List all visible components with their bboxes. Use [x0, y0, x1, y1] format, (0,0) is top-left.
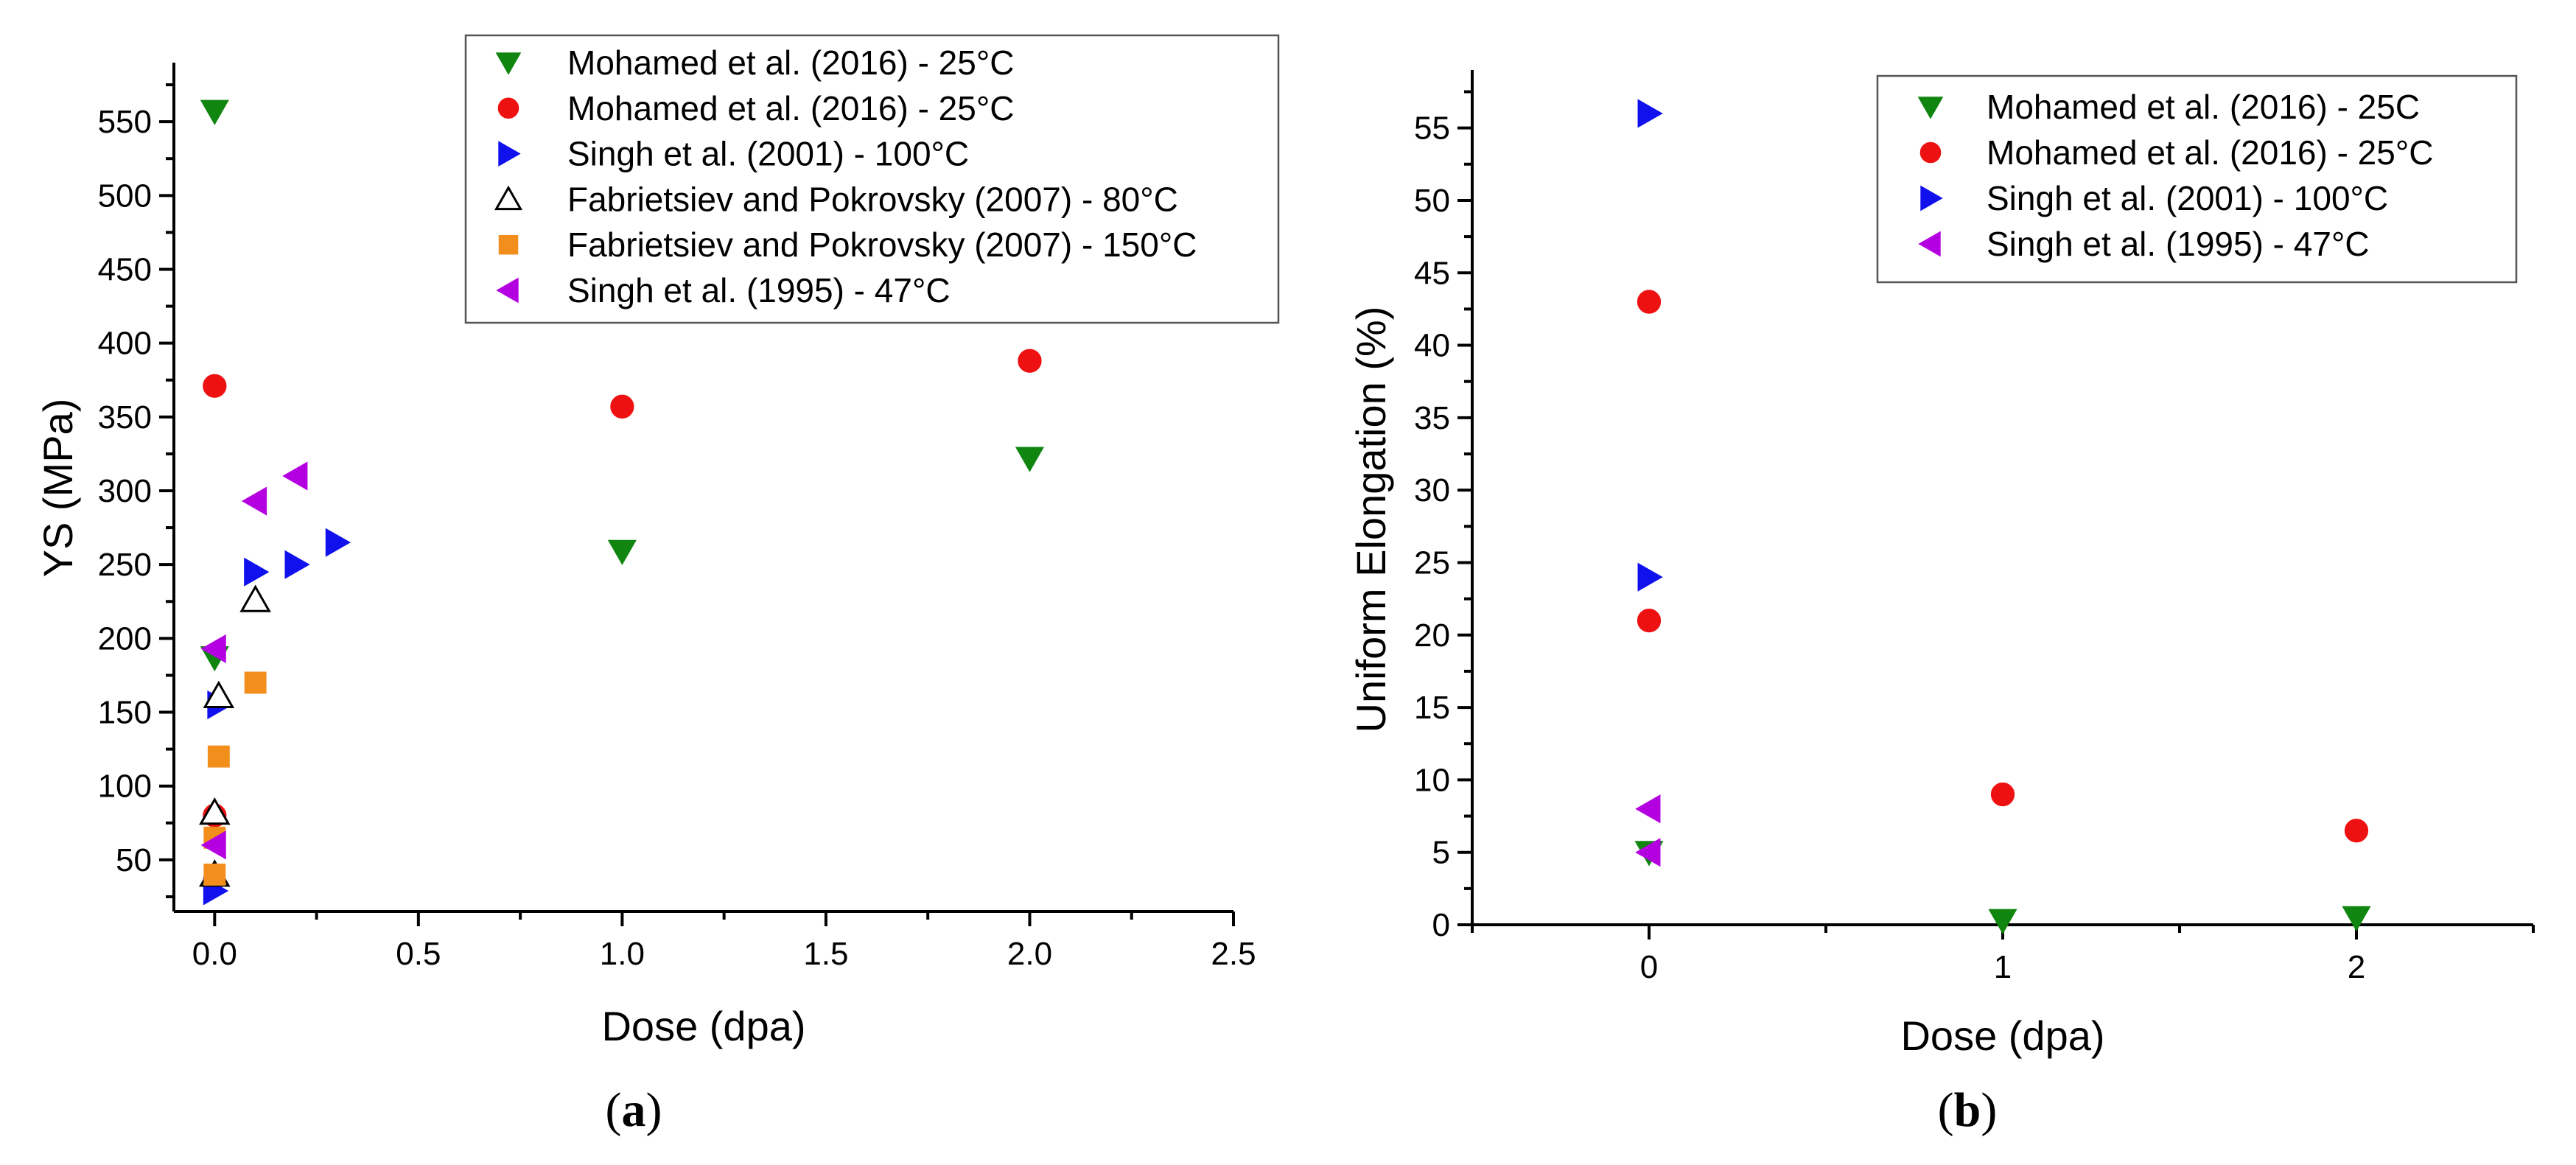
data-point-series-3 [1638, 99, 1662, 127]
legend-label-6: Singh et al. (1995) - 47°C [567, 271, 951, 309]
y-tick-label: 30 [1414, 472, 1450, 508]
panel-b-x-axis-title: Dose (dpa) [1900, 1012, 2104, 1059]
legend-label-4: Fabrietsiev and Pokrovsky (2007) - 80°C [567, 180, 1178, 218]
y-tick-label: 500 [98, 178, 152, 214]
y-tick-label: 300 [98, 473, 152, 509]
x-tick-label: 1.0 [600, 936, 645, 972]
data-point-series-2 [1991, 783, 2014, 805]
data-point-series-1 [1016, 447, 1043, 472]
panel-b-label: (b) [1938, 1083, 1998, 1137]
panel-a-label: (a) [606, 1083, 662, 1137]
y-tick-label: 10 [1414, 762, 1450, 798]
legend-label-1: Mohamed et al. (2016) - 25°C [567, 43, 1014, 82]
y-tick-label: 350 [98, 399, 152, 435]
legend-label-2: Mohamed et al. (2016) - 25°C [567, 89, 1014, 127]
data-point-series-1 [201, 100, 228, 125]
data-point-series-4 [242, 587, 269, 612]
data-point-series-2 [611, 395, 634, 418]
data-point-series-3 [245, 559, 269, 586]
data-point-series-2 [1637, 609, 1660, 632]
x-tick-label: 1 [1994, 949, 2012, 985]
y-tick-label: 150 [98, 695, 152, 731]
legend-label-2: Mohamed et al. (2016) - 25°C [1987, 133, 2433, 172]
y-tick-label: 250 [98, 547, 152, 583]
x-tick-label: 1.5 [803, 936, 848, 972]
y-tick-label: 100 [98, 769, 152, 805]
y-tick-label: 45 [1414, 255, 1450, 291]
data-point-series-2 [2345, 819, 2367, 842]
data-point-series-5 [204, 864, 225, 885]
panel-a-x-axis-title: Dose (dpa) [601, 1003, 805, 1049]
panel-b-y-axis-title: Uniform Elongation (%) [1348, 307, 1394, 733]
legend-marker-2 [498, 98, 519, 119]
panel-a-y-ticks: 50 100 150 200 250 300 350 400 450 500 550 [98, 85, 174, 897]
legend-marker-2 [1920, 142, 1941, 163]
legend-label-3: Singh et al. (2001) - 100°C [567, 135, 969, 173]
data-point-series-1 [609, 540, 636, 564]
data-point-series-1 [2342, 906, 2370, 931]
y-tick-label: 35 [1414, 400, 1450, 436]
legend-label-3: Singh et al. (2001) - 100°C [1987, 179, 2388, 217]
panel-a-x-ticks: 0.0 0.5 1.0 1.5 2.0 2.5 [192, 912, 1256, 972]
y-tick-label: 20 [1414, 618, 1450, 654]
data-point-series-6 [283, 462, 307, 489]
x-tick-label: 2.0 [1007, 936, 1052, 972]
y-tick-label: 450 [98, 251, 152, 287]
y-tick-label: 25 [1414, 545, 1450, 581]
y-tick-label: 15 [1414, 690, 1450, 726]
data-point-series-3 [285, 550, 309, 578]
panel-a-chart: 0.0 0.5 1.0 1.5 2.0 2.5 50 100 150 200 250 300 350 4… [35, 35, 1278, 1137]
y-tick-label: 40 [1414, 328, 1450, 364]
data-point-series-2 [203, 374, 226, 397]
y-tick-label: 50 [116, 842, 152, 878]
panel-a-legend: Mohamed et al. (2016) - 25°C Mohamed et a… [466, 35, 1278, 323]
legend-marker-5 [499, 235, 518, 254]
panel-a-y-axis-title: YS (MPa) [35, 399, 81, 578]
y-tick-label: 400 [98, 326, 152, 362]
y-tick-label: 0 [1432, 907, 1450, 943]
y-tick-label: 200 [98, 620, 152, 657]
data-point-series-2 [1637, 290, 1660, 313]
x-tick-label: 2.5 [1211, 936, 1256, 972]
x-tick-label: 0.5 [396, 936, 441, 972]
legend-label-5: Fabrietsiev and Pokrovsky (2007) - 150°C [567, 225, 1197, 264]
x-tick-label: 2 [2348, 949, 2365, 985]
y-tick-label: 50 [1414, 183, 1450, 219]
x-tick-label: 0 [1640, 949, 1658, 985]
data-point-series-6 [242, 487, 267, 514]
panel-b-legend: Mohamed et al. (2016) - 25C Mohamed et al… [1877, 76, 2516, 282]
data-point-series-2 [1018, 349, 1041, 372]
panel-b-chart: 0 1 2 0 5 10 15 20 25 30 35 40 45 50 55 Dose (dpa) Un… [1348, 70, 2533, 1137]
data-point-series-3 [1638, 563, 1662, 590]
legend-label-4: Singh et al. (1995) - 47°C [1987, 225, 2370, 263]
data-point-series-1 [1989, 909, 2016, 934]
legend-label-1: Mohamed et al. (2016) - 25C [1987, 88, 2420, 126]
y-tick-label: 55 [1414, 111, 1450, 147]
y-tick-label: 5 [1432, 835, 1450, 871]
data-point-series-3 [326, 528, 350, 556]
panel-b-y-ticks: 0 5 10 15 20 25 30 35 40 45 50 55 [1414, 91, 1472, 943]
figure: 0.0 0.5 1.0 1.5 2.0 2.5 501001502002503003504… [0, 0, 2576, 1165]
data-point-series-5 [208, 746, 229, 767]
data-point-series-4 [1636, 795, 1660, 822]
data-point-series-5 [245, 672, 266, 693]
y-tick-label: 550 [98, 104, 152, 140]
x-tick-label: 0.0 [192, 936, 237, 972]
